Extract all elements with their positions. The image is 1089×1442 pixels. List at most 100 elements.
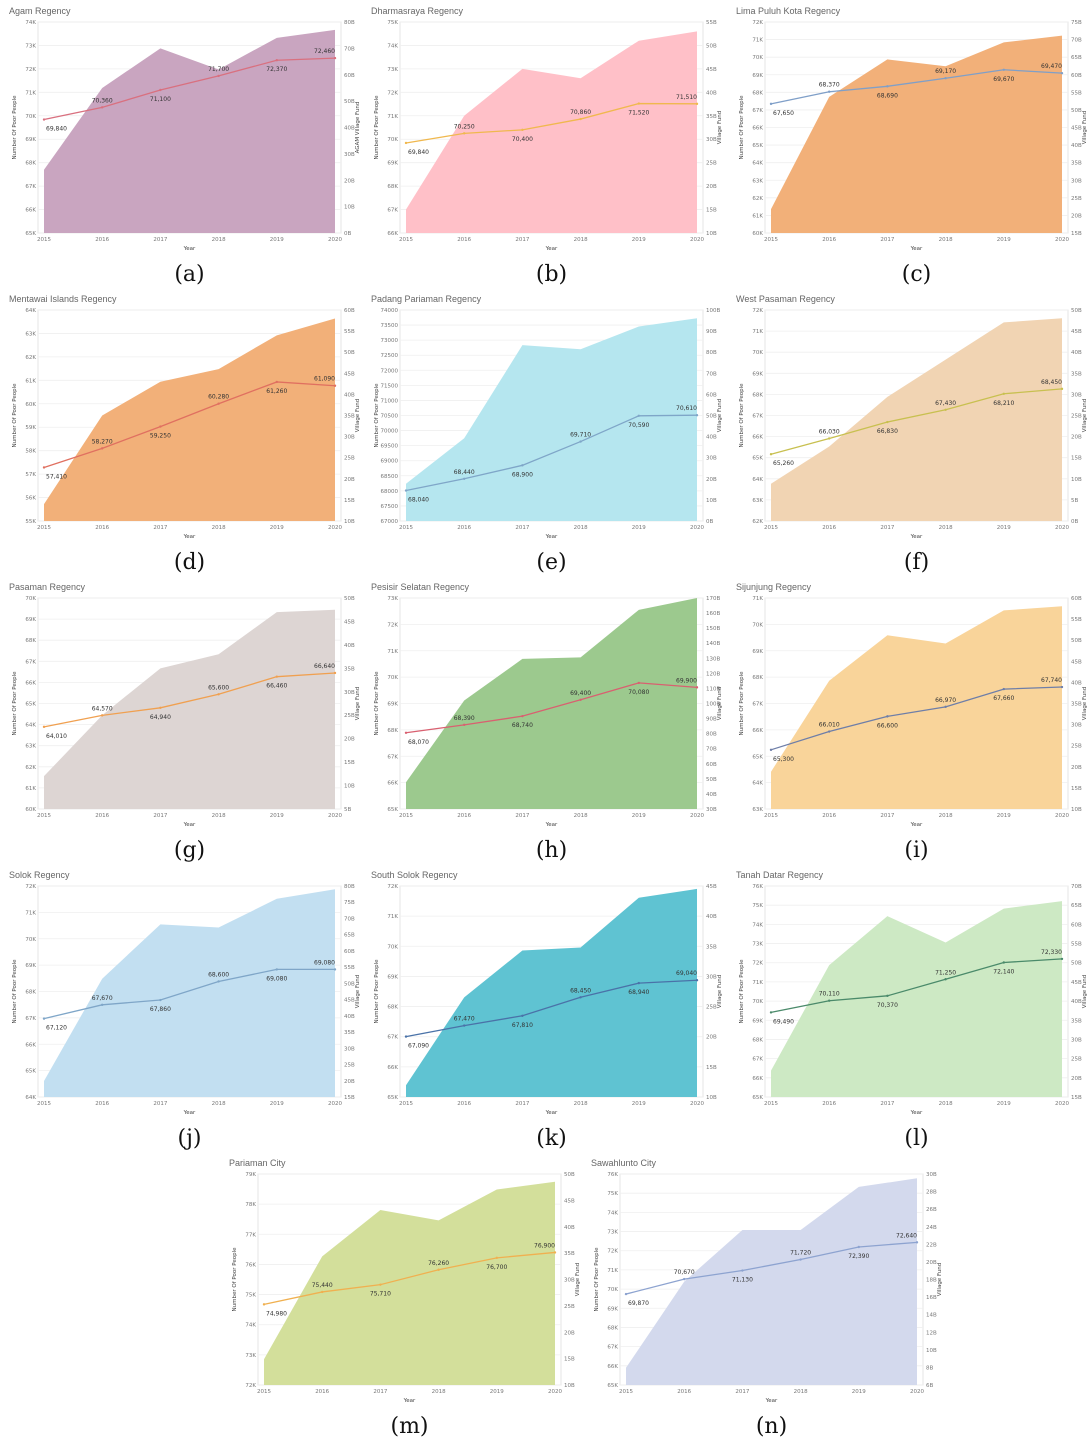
- chart-panel-n: Sawahlunto City 65K 66K 67K 68K 69K 70K 71K 72K 7…: [591, 1158, 943, 1439]
- y2-tick-label: 40B: [344, 392, 355, 398]
- x-tick-label: 2019: [632, 237, 646, 243]
- x-tick-label: 2020: [328, 525, 342, 531]
- y-tick-label: 70K: [752, 55, 763, 61]
- y2-tick-label: 30B: [926, 1172, 937, 1178]
- data-label: 67,120: [46, 1025, 67, 1032]
- poor-point: [1002, 961, 1005, 964]
- x-tick-label: 2015: [257, 1389, 271, 1395]
- data-label: 70,080: [628, 689, 649, 696]
- poor-point: [262, 1303, 266, 1306]
- data-label: 75,440: [312, 1282, 333, 1289]
- x-tick-label: 2020: [690, 813, 704, 819]
- x-tick-label: 2017: [880, 525, 894, 531]
- poor-point: [769, 102, 773, 106]
- x-tick-label: 2018: [574, 525, 588, 531]
- y2-tick-label: 20B: [706, 477, 717, 483]
- data-label: 70,860: [570, 109, 591, 116]
- y2-tick-label: 80B: [344, 20, 355, 26]
- y-tick-label: 74K: [752, 922, 763, 928]
- data-label: 67,740: [1041, 677, 1062, 684]
- y-tick-label: 60K: [752, 231, 763, 237]
- y-tick-label: 67K: [25, 184, 36, 190]
- data-label: 68,690: [877, 92, 898, 99]
- y2-tick-label: 60B: [1071, 73, 1082, 79]
- y-tick-label: 71K: [387, 649, 398, 655]
- y2-tick-label: 30B: [344, 435, 355, 441]
- y2-tick-label: 45B: [344, 619, 355, 625]
- y2-tick-label: 5B: [344, 807, 351, 813]
- x-axis-label: Year: [910, 246, 923, 252]
- y-tick-label: 70K: [752, 622, 763, 628]
- poor-point: [217, 693, 220, 696]
- x-tick-label: 2018: [939, 813, 953, 819]
- poor-point: [637, 102, 640, 105]
- y2-tick-label: 25B: [344, 1063, 355, 1069]
- y2-tick-label: 55B: [1071, 617, 1082, 623]
- data-label: 72,390: [848, 1253, 869, 1260]
- y2-tick-label: 30B: [344, 690, 355, 696]
- y2-tick-label: 15B: [344, 498, 355, 504]
- y-tick-label: 76K: [752, 884, 763, 890]
- panel-caption: (b): [536, 262, 567, 287]
- x-tick-label: 2018: [574, 1101, 588, 1107]
- chart-title: West Pasaman Regency: [736, 294, 835, 304]
- y-axis-label: Number Of Poor People: [374, 95, 380, 160]
- y2-tick-label: 70B: [1071, 38, 1082, 44]
- poor-point: [404, 731, 408, 734]
- y-tick-label: 71K: [607, 1268, 618, 1274]
- data-label: 71,520: [628, 110, 649, 117]
- y-tick-label: 66K: [752, 435, 763, 441]
- y-axis-label: Number Of Poor People: [374, 959, 380, 1024]
- x-tick-label: 2020: [1055, 813, 1069, 819]
- x-tick-label: 2017: [515, 813, 529, 819]
- y2-tick-label: 90B: [706, 717, 717, 723]
- y2-tick-label: 10B: [344, 519, 355, 525]
- y-tick-label: 65K: [607, 1383, 618, 1389]
- poor-point: [217, 980, 220, 983]
- y-tick-label: 68K: [752, 90, 763, 96]
- poor-point: [495, 1256, 498, 1260]
- y2-tick-label: 130B: [706, 656, 720, 662]
- poor-point: [463, 477, 466, 480]
- x-tick-label: 2019: [490, 1389, 504, 1395]
- x-tick-label: 2020: [910, 1389, 924, 1395]
- poor-point: [579, 996, 582, 999]
- x-tick-label: 2018: [432, 1389, 446, 1395]
- y-tick-label: 72K: [387, 622, 398, 628]
- chart-title: Mentawai Islands Regency: [9, 294, 117, 304]
- y-tick-label: 65K: [25, 231, 36, 237]
- x-tick-label: 2020: [548, 1389, 562, 1395]
- data-label: 66,600: [877, 722, 898, 729]
- x-tick-label: 2016: [95, 813, 109, 819]
- y2-tick-label: 15B: [1071, 231, 1082, 237]
- y-tick-label: 61K: [25, 378, 36, 384]
- y-tick-label: 64K: [25, 723, 36, 729]
- y-tick-label: 66K: [387, 781, 398, 787]
- data-label: 69,080: [266, 975, 287, 982]
- y-tick-label: 74000: [381, 308, 399, 314]
- y2-tick-label: 35B: [344, 666, 355, 672]
- poor-point: [404, 489, 408, 492]
- y2-tick-label: 50B: [1071, 638, 1082, 644]
- poor-point: [275, 968, 278, 971]
- y2-tick-label: 40B: [1071, 680, 1082, 686]
- x-tick-label: 2020: [1055, 1101, 1069, 1107]
- y2-tick-label: 60B: [1071, 596, 1082, 602]
- y-tick-label: 63K: [752, 498, 763, 504]
- poor-point: [521, 714, 524, 718]
- chart-title: Tanah Datar Regency: [736, 870, 824, 880]
- poor-point: [1060, 387, 1064, 391]
- y2-tick-label: 35B: [344, 1030, 355, 1036]
- chart-title: Pasaman Regency: [9, 582, 86, 592]
- fund-area: [44, 29, 335, 233]
- data-label: 72,330: [1041, 949, 1062, 956]
- poor-point: [42, 466, 46, 469]
- y-tick-label: 59K: [25, 425, 36, 431]
- data-label: 69,670: [993, 76, 1014, 83]
- y2-tick-label: 50B: [344, 350, 355, 356]
- y2-tick-label: 50B: [564, 1172, 575, 1178]
- poor-point: [915, 1241, 919, 1244]
- y-tick-label: 64K: [752, 477, 763, 483]
- poor-point: [637, 981, 640, 985]
